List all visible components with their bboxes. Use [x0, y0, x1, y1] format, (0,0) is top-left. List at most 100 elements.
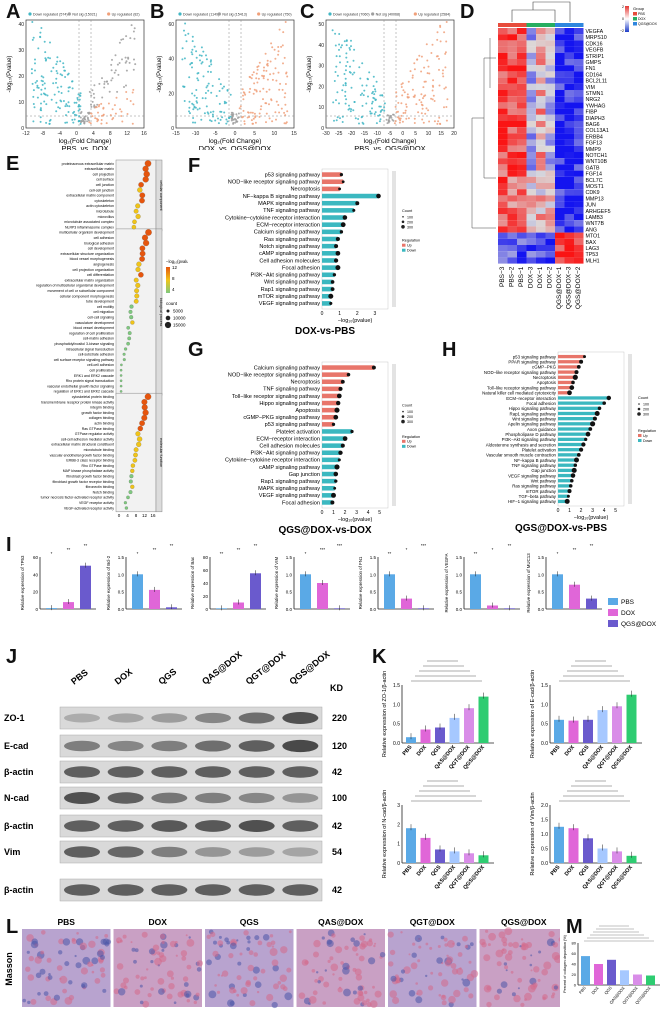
volcano-point: [40, 102, 42, 105]
volcano-point: [349, 71, 352, 74]
volcano-point: [34, 81, 37, 84]
volcano-point: [348, 104, 350, 107]
heatmap-cell: [545, 170, 555, 177]
k-y-tick: 2: [397, 822, 400, 828]
heatmap-cell: [517, 195, 527, 202]
kegg-term-label: Cytokine−cytokine receptor interaction: [225, 458, 320, 464]
k-x-tick: QGS: [430, 744, 443, 757]
heatmap-gene-label: FGF13: [586, 141, 603, 147]
kegg-bar: [558, 499, 568, 504]
kegg-term-label: Calcium signaling pathway: [254, 230, 320, 236]
l-tissue-texture: [147, 993, 152, 998]
k-bar: [406, 737, 416, 743]
volcano-point: [231, 117, 234, 120]
l-tissue-texture: [212, 950, 219, 957]
l-tissue-texture: [437, 945, 441, 948]
kegg-dot: [329, 301, 333, 305]
kegg-term-label: Hippo signaling pathway: [259, 401, 320, 407]
kegg-bar: [322, 236, 338, 242]
heatmap-cell: [507, 114, 517, 121]
volcano-point: [243, 92, 246, 95]
heatmap-cell: [555, 183, 565, 190]
volcano-point: [125, 60, 128, 63]
go-count-dot: [164, 321, 172, 329]
volcano-point: [439, 123, 442, 125]
heatmap-cell: [517, 34, 527, 41]
kegg-dot: [330, 500, 335, 505]
volcano-point: [439, 40, 442, 43]
j-column-label: QGT@DOX: [244, 649, 288, 686]
volcano-x-tick: -4: [57, 131, 62, 137]
volcano-point: [96, 103, 99, 106]
volcano-point: [181, 47, 184, 50]
kegg-bar: [558, 396, 609, 400]
heatmap-cell: [545, 127, 555, 134]
kegg-dot: [334, 464, 340, 470]
volcano-point: [338, 55, 341, 58]
go-bubble: [119, 379, 123, 383]
volcano-point: [332, 101, 335, 104]
volcano-point: [359, 94, 362, 96]
go-term-label: regulation of multicellular organismal d…: [36, 284, 114, 288]
volcano-point: [416, 58, 419, 61]
kegg-bar: [558, 453, 579, 457]
kegg-x-label: −log₁₀(pvalue): [574, 515, 609, 521]
heatmap-scale-label: 2: [622, 5, 624, 9]
heatmap-cell: [545, 214, 555, 221]
kegg-dot: [571, 467, 577, 473]
j-column-label: QAS@DOX: [200, 649, 244, 686]
volcano-point: [417, 111, 420, 114]
kegg-term-label: Platelet activation: [276, 429, 320, 435]
go-bubble: [139, 256, 145, 262]
l-tissue-texture: [520, 1002, 525, 1007]
l-tissue-texture: [180, 950, 188, 957]
i-y-tick: 0.5: [538, 590, 545, 595]
heatmap-cell: [507, 226, 517, 233]
heatmap-cell: [507, 28, 517, 35]
heatmap-cell: [536, 176, 546, 183]
kegg-bar: [322, 265, 338, 270]
kegg-x-tick: 0: [321, 510, 324, 516]
volcano-point: [420, 70, 423, 73]
heatmap-cell: [555, 189, 565, 196]
l-tissue-texture: [254, 935, 260, 941]
heatmap-cell: [517, 59, 527, 66]
heatmap-cell: [498, 152, 508, 159]
volcano-point: [401, 120, 404, 123]
i-y-tick: 1.5: [118, 555, 125, 560]
kegg-bar: [322, 272, 335, 278]
volcano-point: [120, 115, 123, 117]
heatmap-cell: [536, 201, 546, 208]
l-tissue-texture: [35, 972, 42, 979]
heatmap-cell: [507, 257, 517, 264]
kegg-count-label: 200: [407, 415, 413, 419]
heatmap-cell: [517, 90, 527, 97]
volcano-point: [411, 76, 414, 79]
volcano-point: [78, 104, 80, 106]
i-significance: *: [557, 551, 559, 556]
l-tissue-texture: [100, 972, 106, 978]
heatmap-cell: [536, 207, 546, 214]
kegg-term-label: mTOR signaling pathway: [258, 294, 321, 300]
l-tissue-texture: [448, 995, 456, 1004]
kegg-term-label: Phospholipase D pathway: [505, 432, 556, 437]
l-tissue-texture: [269, 934, 274, 938]
kegg-count-label: 100: [407, 215, 413, 219]
heatmap-cell: [564, 46, 574, 53]
heatmap-cell: [555, 133, 565, 140]
kegg-term-label: NF−kappa B pathway: [514, 458, 557, 463]
volcano-point: [275, 79, 278, 82]
heatmap-cell: [555, 59, 565, 66]
kegg-bar: [322, 450, 341, 456]
volcano-point: [424, 80, 427, 83]
volcano-point: [347, 108, 350, 111]
kegg-bar: [322, 251, 338, 256]
l-tissue-texture: [195, 992, 200, 997]
l-tissue-texture: [99, 967, 105, 973]
volcano-point: [345, 65, 348, 67]
panel-label-e: E: [6, 153, 20, 175]
heatmap-gene-label: FN1: [586, 66, 596, 72]
i-y-label: Relative expression of Bax: [190, 556, 195, 609]
volcano-point: [413, 68, 416, 71]
l-tissue-texture: [411, 952, 417, 958]
